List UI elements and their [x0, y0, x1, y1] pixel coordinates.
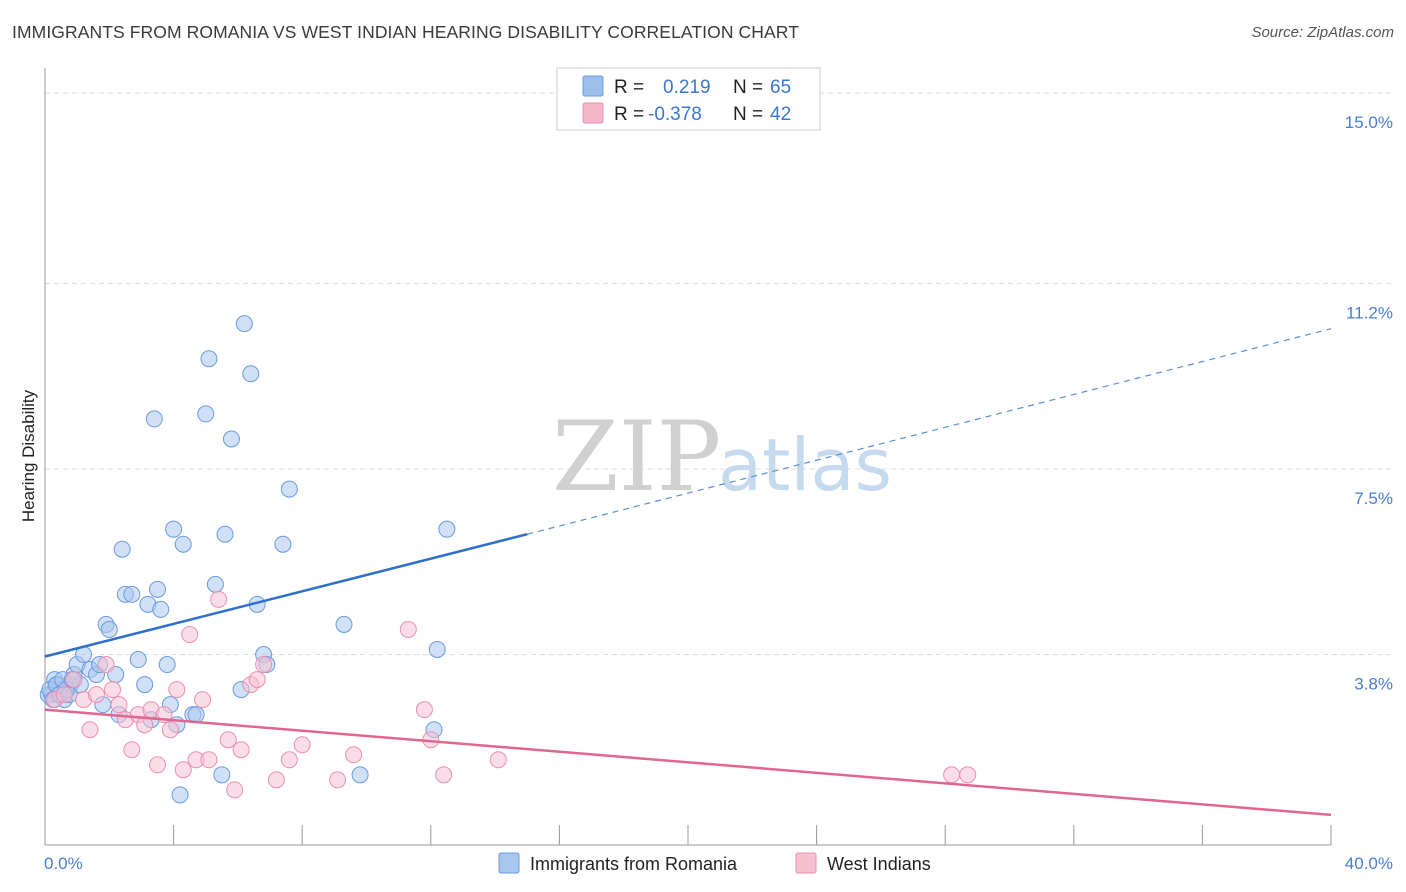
point-west-indians: [415, 701, 433, 719]
point-romania: [158, 656, 176, 674]
point-west-indians: [959, 766, 977, 784]
legend-r-value-west-indians: -0.378: [648, 104, 702, 125]
y-tick-label: 3.8%: [1354, 675, 1393, 694]
point-west-indians: [168, 681, 186, 699]
legend-swatch-west-indians: [582, 102, 604, 124]
series-legend-swatch-romania: [498, 852, 520, 874]
legend-r-label-romania: R =: [614, 77, 644, 98]
legend-n-label-romania: N =: [733, 77, 763, 98]
point-west-indians: [248, 671, 266, 689]
point-west-indians: [280, 751, 298, 769]
x-tick-label-max: 40.0%: [1345, 854, 1393, 873]
point-romania: [197, 405, 215, 423]
point-west-indians: [81, 721, 99, 739]
point-west-indians: [97, 656, 115, 674]
point-romania: [174, 535, 192, 553]
point-romania: [171, 786, 189, 804]
point-romania: [222, 430, 240, 448]
point-romania: [145, 410, 163, 428]
legend-n-label-west-indians: N =: [733, 104, 763, 125]
point-west-indians: [87, 686, 105, 704]
chart-title: IMMIGRANTS FROM ROMANIA VS WEST INDIAN H…: [12, 22, 799, 42]
point-west-indians: [149, 756, 167, 774]
point-west-indians: [226, 781, 244, 799]
legend-r-label-west-indians: R =: [614, 104, 644, 125]
point-west-indians: [345, 746, 363, 764]
point-romania: [113, 540, 131, 558]
point-west-indians: [123, 741, 141, 759]
point-romania: [235, 315, 253, 333]
y-axis-label: Hearing Disability: [19, 389, 38, 522]
point-romania: [274, 535, 292, 553]
point-west-indians: [489, 751, 507, 769]
point-west-indians: [55, 686, 73, 704]
trend-line-west-indians: [44, 708, 1332, 817]
point-west-indians: [65, 671, 83, 689]
point-romania: [152, 600, 170, 618]
watermark-zip: ZIP: [552, 401, 721, 513]
series-legend: Immigrants from Romania West Indians: [498, 852, 931, 874]
series-legend-label-west-indians: West Indians: [827, 854, 931, 874]
y-tick-label: 11.2%: [1346, 304, 1393, 323]
point-romania: [129, 651, 147, 669]
point-romania: [335, 615, 353, 633]
y-tick-labels: 3.8% 7.5% 11.2% 15.0%: [1345, 113, 1393, 693]
point-romania: [428, 640, 446, 658]
point-west-indians: [943, 766, 961, 784]
correlation-legend: R = 0.219 N = 65 R = -0.378 N = 42: [556, 67, 821, 131]
point-romania: [206, 575, 224, 593]
point-west-indians: [104, 681, 122, 699]
y-tick-label: 15.0%: [1345, 113, 1393, 132]
point-romania: [213, 766, 231, 784]
point-romania: [438, 520, 456, 538]
point-romania: [123, 585, 141, 603]
point-romania: [242, 365, 260, 383]
series-legend-swatch-west-indians: [795, 852, 817, 874]
point-west-indians: [210, 590, 228, 608]
point-west-indians: [435, 766, 453, 784]
point-romania: [149, 580, 167, 598]
point-west-indians: [399, 620, 417, 638]
point-romania: [200, 350, 218, 368]
point-romania: [216, 525, 234, 543]
point-west-indians: [200, 751, 218, 769]
watermark-atlas: atlas: [718, 423, 892, 507]
legend-swatch-romania: [582, 75, 604, 97]
point-west-indians: [161, 721, 179, 739]
point-west-indians: [293, 736, 311, 754]
point-romania: [136, 676, 154, 694]
point-west-indians: [267, 771, 285, 789]
point-romania: [351, 766, 369, 784]
series-legend-label-romania: Immigrants from Romania: [530, 854, 738, 874]
trend-lines: [44, 328, 1332, 817]
point-west-indians: [110, 696, 128, 714]
point-west-indians: [181, 625, 199, 643]
point-west-indians: [194, 691, 212, 709]
source-label: Source: ZipAtlas.com: [1251, 24, 1394, 41]
point-romania: [280, 480, 298, 498]
legend-r-value-romania: 0.219: [663, 77, 711, 98]
point-west-indians: [255, 656, 273, 674]
point-west-indians: [174, 761, 192, 779]
point-romania: [187, 706, 205, 724]
data-points: [39, 315, 977, 804]
watermark: ZIP atlas: [552, 401, 892, 513]
x-ticks: [44, 825, 1332, 845]
legend-n-value-west-indians: 42: [770, 104, 791, 125]
point-west-indians: [329, 771, 347, 789]
point-romania: [165, 520, 183, 538]
x-tick-label-min: 0.0%: [44, 854, 83, 873]
point-west-indians: [219, 731, 237, 749]
point-romania: [100, 620, 118, 638]
point-west-indians: [232, 741, 250, 759]
trend-line-romania: [44, 532, 528, 658]
legend-n-value-romania: 65: [770, 77, 791, 98]
y-tick-label: 7.5%: [1354, 489, 1393, 508]
